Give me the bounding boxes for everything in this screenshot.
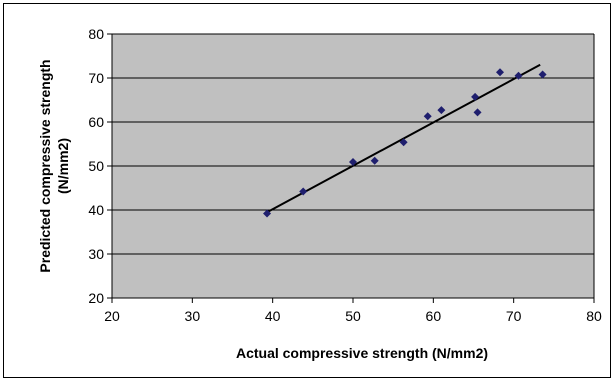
tick-labels: 20 30 40 50 60 70 80 20 30 40 50 60 70 80 (88, 26, 602, 324)
data-point (473, 108, 482, 117)
data-point (471, 92, 480, 101)
y-tick-label: 50 (88, 158, 104, 174)
data-point (399, 138, 408, 147)
y-axis-label-line-2: (N/mm2) (55, 138, 71, 194)
data-point (263, 209, 272, 218)
data-point (349, 158, 357, 167)
y-tick-label: 30 (88, 246, 104, 262)
x-tick-label: 60 (426, 308, 442, 324)
y-tick-label: 40 (88, 202, 104, 218)
data-point (437, 106, 446, 115)
axis-labels: Actual compressive strength (N/mm2) Pred… (37, 59, 488, 361)
x-tick-label: 30 (185, 308, 201, 324)
data-point (299, 187, 308, 196)
x-axis-label: Actual compressive strength (N/mm2) (236, 345, 488, 361)
data-points (263, 68, 547, 218)
x-tick-label: 70 (506, 308, 522, 324)
y-tick-label: 70 (88, 70, 104, 86)
x-tick-label: 80 (586, 308, 602, 324)
data-point (370, 156, 379, 165)
y-tick-label: 80 (88, 26, 104, 42)
x-tick-label: 40 (265, 308, 281, 324)
x-tick-label: 50 (345, 308, 361, 324)
y-tick-label: 60 (88, 114, 104, 130)
x-tick-label: 20 (104, 308, 120, 324)
y-axis-label-line-1: Predicted compressive strength (37, 59, 53, 272)
data-point (496, 68, 505, 77)
data-point (514, 71, 523, 80)
axes (107, 33, 595, 303)
data-point (538, 70, 547, 79)
y-tick-label: 20 (88, 290, 104, 306)
data-point (423, 112, 432, 121)
